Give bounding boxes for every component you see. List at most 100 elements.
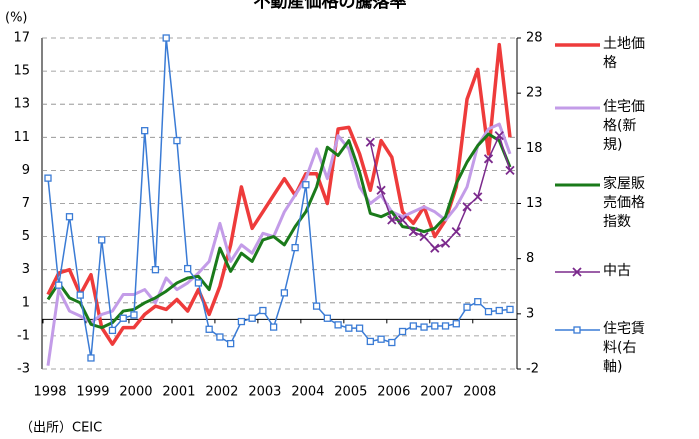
marker — [408, 226, 418, 237]
marker — [130, 311, 138, 319]
marker — [302, 181, 310, 189]
marker — [451, 226, 461, 237]
marker — [248, 314, 256, 322]
marker — [484, 307, 493, 316]
marker — [162, 34, 170, 42]
marker — [440, 238, 451, 248]
y-tick-label: 5 — [22, 229, 30, 244]
marker — [216, 333, 224, 341]
x-tick-label: 2000 — [119, 385, 152, 400]
x-tick-label: 1998 — [33, 385, 66, 400]
marker — [365, 137, 375, 147]
y2-tick-label: 18 — [526, 141, 543, 156]
marker — [108, 326, 117, 335]
marker — [259, 306, 267, 315]
marker — [495, 306, 503, 315]
x-tick-label: 2006 — [377, 385, 410, 400]
x-tick-label: 2005 — [334, 385, 367, 400]
y2-tick-label: 23 — [526, 86, 543, 101]
marker — [409, 322, 417, 330]
y2-tick-label: -2 — [526, 362, 539, 377]
legend-label: 土地価格 — [603, 36, 645, 71]
series-line — [46, 132, 512, 330]
marker — [452, 320, 460, 328]
y2-tick-label: 8 — [526, 251, 534, 266]
x-tick-label: 2007 — [420, 385, 453, 400]
legend-label: 住宅価格(新規) — [603, 99, 645, 153]
y-tick-label: 3 — [22, 262, 30, 277]
marker — [483, 154, 494, 164]
x-tick-label: 2003 — [248, 385, 281, 400]
series-line — [369, 134, 511, 249]
series-line — [47, 37, 511, 359]
marker — [312, 302, 321, 310]
marker — [194, 279, 203, 287]
marker — [494, 131, 504, 141]
marker — [119, 314, 127, 322]
marker — [355, 324, 364, 332]
marker — [237, 317, 246, 326]
marker — [419, 231, 429, 242]
marker — [430, 243, 440, 253]
legend-label: 住宅賃料(右軸) — [603, 321, 645, 375]
legend-label: 家屋販売価格指数 — [603, 176, 645, 230]
marker — [291, 243, 299, 252]
y-axis-label: (%) — [5, 11, 28, 26]
marker — [345, 324, 353, 332]
marker — [573, 326, 581, 334]
marker — [462, 202, 472, 212]
marker — [420, 323, 428, 331]
series-line — [46, 42, 512, 346]
marker — [397, 215, 408, 225]
marker — [173, 136, 181, 145]
marker — [474, 298, 482, 306]
y2-tick-label: 3 — [526, 306, 534, 321]
y-tick-label: -1 — [17, 328, 30, 343]
marker — [376, 185, 386, 195]
marker — [334, 321, 342, 329]
marker — [55, 281, 63, 289]
marker — [366, 337, 374, 346]
x-tick-label: 1999 — [76, 385, 109, 400]
y-tick-label: 15 — [13, 64, 30, 79]
marker — [473, 192, 483, 202]
y-tick-label: 7 — [22, 196, 30, 211]
y-tick-label: 13 — [13, 97, 30, 112]
marker — [280, 289, 289, 297]
chart-title: 不動産価格の騰落率 — [254, 0, 407, 12]
marker — [505, 165, 515, 176]
marker — [227, 339, 235, 348]
marker — [98, 236, 106, 244]
marker — [398, 327, 407, 336]
marker — [44, 174, 52, 182]
marker — [151, 266, 160, 274]
marker — [377, 335, 385, 343]
marker — [463, 303, 471, 311]
marker — [323, 314, 331, 322]
x-tick-label: 2004 — [291, 385, 324, 400]
marker — [269, 323, 278, 331]
y-tick-label: 17 — [13, 31, 30, 46]
y-tick-label: 9 — [22, 163, 30, 178]
y-tick-label: 11 — [13, 130, 30, 145]
y-tick-label: -3 — [17, 362, 30, 377]
marker — [506, 305, 514, 314]
y2-tick-label: 28 — [526, 31, 543, 46]
marker — [87, 354, 95, 362]
marker — [431, 322, 439, 330]
y2-tick-label: 13 — [526, 196, 543, 211]
marker — [205, 325, 213, 333]
marker — [387, 215, 397, 225]
x-tick-label: 2008 — [463, 385, 496, 400]
marker — [184, 264, 192, 273]
marker — [572, 267, 582, 277]
marker — [388, 338, 396, 347]
source: （出所）CEIC — [20, 421, 102, 436]
series-line — [46, 122, 512, 366]
x-tick-label: 2001 — [162, 385, 195, 400]
marker — [65, 213, 74, 221]
y-tick-label: 1 — [22, 295, 30, 310]
legend-label: 中古 — [603, 263, 631, 279]
